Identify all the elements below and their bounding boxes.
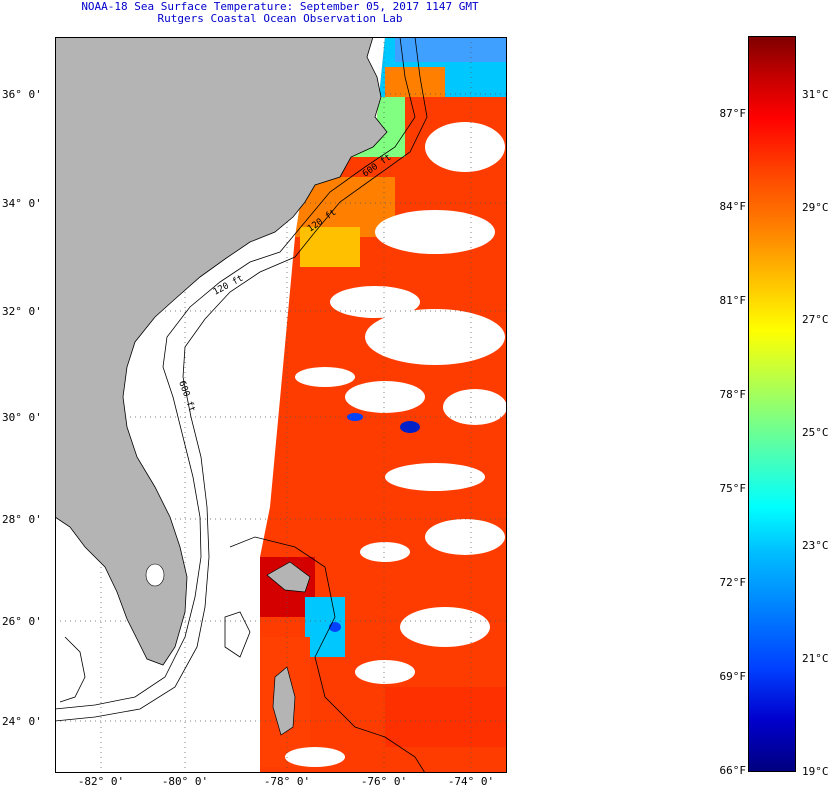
cbar-label-31c: 31°C (802, 88, 829, 101)
depth-contours (55, 37, 428, 773)
cbar-label-27c: 27°C (802, 313, 829, 326)
cbar-label-25c: 25°C (802, 426, 829, 439)
cbar-label-72f: 72°F (719, 576, 747, 589)
lat-label-28: 28° 0' (2, 513, 42, 526)
cbar-label-87f: 87°F (719, 107, 747, 120)
sst-map: 120 ft 600 ft 120 ft 600 ft (55, 37, 507, 773)
lon-label-76: -76° 0' (360, 775, 408, 788)
lake-okeechobee (145, 563, 165, 587)
cbar-label-75f: 75°F (719, 482, 747, 495)
bahamas-islands (266, 561, 311, 736)
lat-label-32: 32° 0' (2, 305, 42, 318)
lat-label-30: 30° 0' (2, 411, 42, 424)
map-frame (55, 37, 507, 773)
cbar-label-23c: 23°C (802, 539, 829, 552)
lon-label-78: -78° 0' (263, 775, 311, 788)
temperature-colorbar (748, 36, 796, 772)
cbar-label-81f: 81°F (719, 294, 747, 307)
lon-label-80: -80° 0' (161, 775, 209, 788)
map-title: NOAA-18 Sea Surface Temperature: Septemb… (81, 0, 479, 13)
map-subtitle: Rutgers Coastal Ocean Observation Lab (157, 12, 403, 25)
lat-label-34: 34° 0' (2, 197, 42, 210)
lat-label-26: 26° 0' (2, 615, 42, 628)
lat-label-24: 24° 0' (2, 715, 42, 728)
cbar-label-69f: 69°F (719, 670, 747, 683)
cbar-label-21c: 21°C (802, 652, 829, 665)
cbar-label-78f: 78°F (719, 388, 747, 401)
lon-label-82: -82° 0' (77, 775, 125, 788)
cbar-label-84f: 84°F (719, 200, 747, 213)
land-us-southeast (55, 37, 388, 666)
cbar-label-29c: 29°C (802, 201, 829, 214)
lon-label-74: -74° 0' (447, 775, 495, 788)
cbar-label-66f: 66°F (719, 764, 747, 777)
lat-label-36: 36° 0' (2, 88, 42, 101)
cbar-label-19c: 19°C (802, 765, 829, 778)
